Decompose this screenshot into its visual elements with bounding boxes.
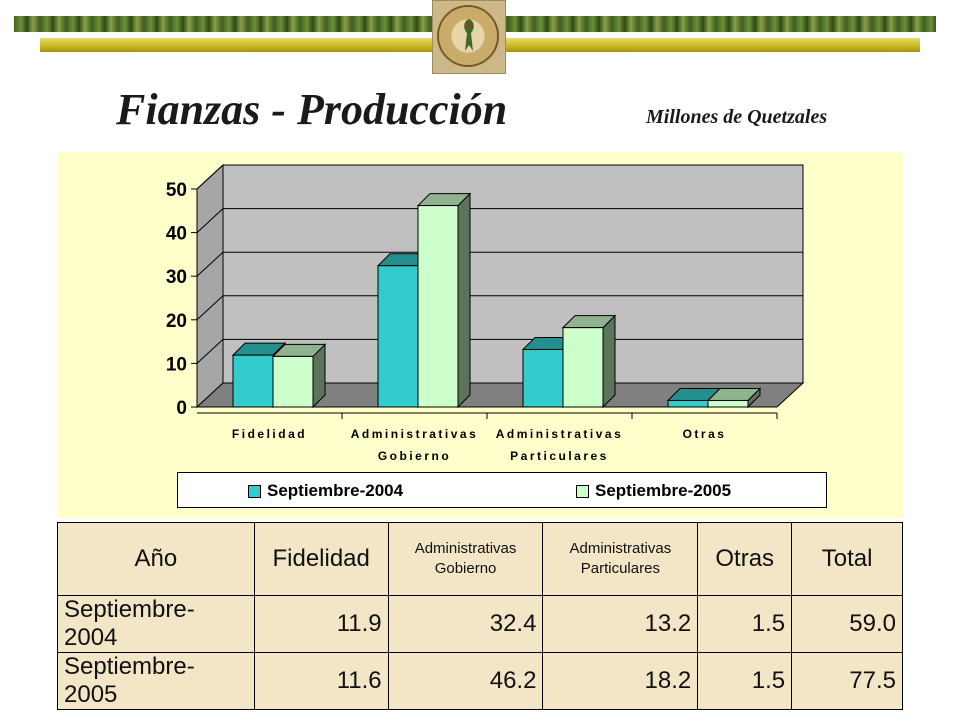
bar-0-2 xyxy=(522,348,564,408)
table-header-cell: Fidelidad xyxy=(253,522,389,596)
x-category-label: Administrativas xyxy=(496,427,624,441)
table-row: Septiembre-2004 11.9 32.4 13.2 1.5 59.0 xyxy=(57,595,903,653)
table-cell: 18.2 xyxy=(542,652,699,710)
bar-side-1-2 xyxy=(602,314,616,409)
table-cell: 77.5 xyxy=(791,652,903,710)
table-header-line: Particulares xyxy=(580,560,660,577)
table-row-label: Septiembre-2005 xyxy=(57,652,255,710)
legend-label-2004: Septiembre-2004 xyxy=(267,481,404,500)
gridline xyxy=(196,295,803,321)
y-tick-label: 20 xyxy=(166,311,187,332)
quetzal-bird-icon xyxy=(464,19,474,51)
x-category-label: Otras xyxy=(683,427,727,441)
production-table: Año Fidelidad Administrativas Gobierno Admin… xyxy=(57,522,903,710)
bar-1-2 xyxy=(562,327,604,408)
legend-swatch-2005 xyxy=(576,484,589,498)
bar-1-0 xyxy=(272,355,314,408)
table-row: Septiembre-2005 11.6 46.2 18.2 1.5 77.5 xyxy=(57,652,903,710)
bar-0-0 xyxy=(232,354,274,408)
bar-0-1 xyxy=(377,265,419,408)
bar-side-1-1 xyxy=(457,192,471,409)
table-header-row: Año Fidelidad Administrativas Gobierno Admin… xyxy=(57,522,903,596)
x-category-label: Particulares xyxy=(510,449,609,463)
chart-legend: Septiembre-2004 Septiembre-2005 xyxy=(177,472,827,508)
legend-label-2005: Septiembre-2005 xyxy=(595,481,732,500)
table-header-cell: Administrativas Gobierno xyxy=(387,522,544,596)
bar-0-3 xyxy=(667,399,709,408)
gridline xyxy=(196,164,803,190)
table-header-cell: Administrativas Particulares xyxy=(542,522,699,596)
page-title: Fianzas - Producción xyxy=(116,85,508,134)
table-cell: 46.2 xyxy=(387,652,544,710)
x-category-label: Administrativas xyxy=(351,427,479,441)
table-cell: 1.5 xyxy=(697,595,793,653)
table-row-label: Septiembre-2004 xyxy=(57,595,255,653)
table-cell: 11.9 xyxy=(253,595,389,653)
chart-panel: 0 10 20 30 40 50 Fidelidad Administrativas Gobie… xyxy=(57,152,903,518)
x-category-label: Fidelidad xyxy=(232,427,307,441)
table-cell: 11.6 xyxy=(253,652,389,710)
gridline xyxy=(196,208,803,233)
legend-item-2005: Septiembre-2005 xyxy=(576,480,731,502)
plot-side-wall xyxy=(196,163,224,409)
legend-item-2004: Septiembre-2004 xyxy=(248,480,403,502)
table-cell: 13.2 xyxy=(542,595,699,653)
table-header-line: Administrativas xyxy=(414,540,517,557)
y-tick-label: 0 xyxy=(176,398,187,419)
y-tick-label: 40 xyxy=(166,224,187,245)
legend-swatch-2004 xyxy=(248,484,261,498)
bar-chart: 0 10 20 30 40 50 Fidelidad Administrativas Gobie… xyxy=(166,163,805,463)
table-header-line: Administrativas xyxy=(569,540,672,557)
y-tick-label: 50 xyxy=(166,180,187,201)
x-category-label: Gobierno xyxy=(378,449,451,463)
y-tick-label: 10 xyxy=(166,354,187,375)
table-cell: 59.0 xyxy=(791,595,903,653)
page-subtitle: Millones de Quetzales xyxy=(646,106,828,128)
table-cell: 1.5 xyxy=(697,652,793,710)
table-cell: 32.4 xyxy=(387,595,544,653)
institution-seal-logo xyxy=(432,0,506,74)
table-header-cell: Total xyxy=(791,522,903,596)
y-tick-label: 30 xyxy=(166,267,187,288)
bar-1-1 xyxy=(417,205,459,408)
table-header-line: Gobierno xyxy=(434,560,497,577)
table-header-cell: Año xyxy=(57,522,255,596)
bar-1-3 xyxy=(707,399,749,408)
gridline xyxy=(196,251,803,277)
table-header-cell: Otras xyxy=(697,522,793,596)
